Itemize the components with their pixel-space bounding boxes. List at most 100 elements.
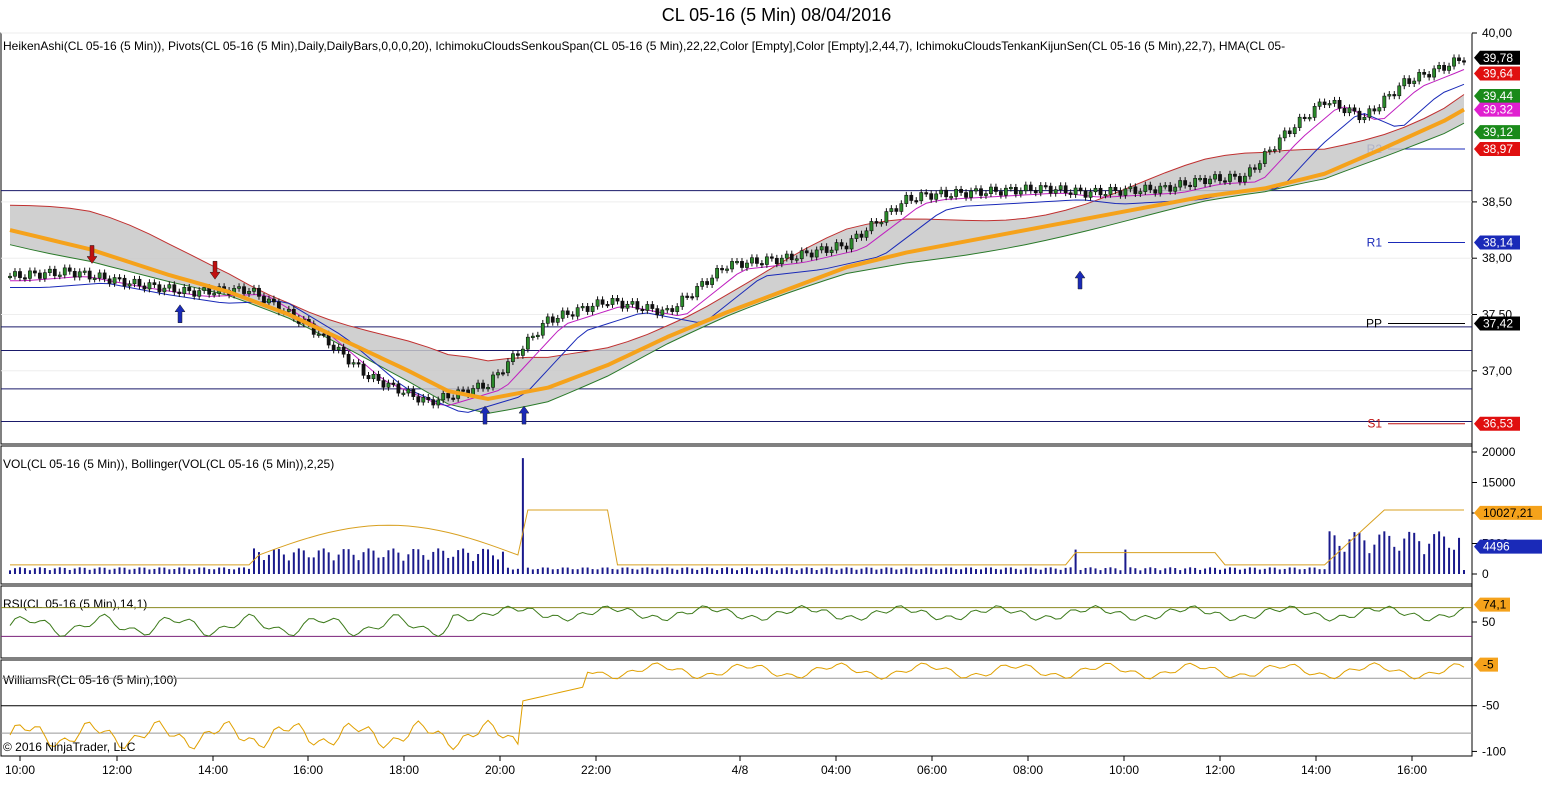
candle-body xyxy=(197,290,202,297)
candle-body xyxy=(665,308,670,311)
candle-body xyxy=(1013,187,1018,195)
price-label-box xyxy=(1474,125,1520,140)
signal-arrow-down xyxy=(209,260,221,280)
candle-body xyxy=(346,353,351,365)
candle-body xyxy=(177,291,182,294)
candle-body xyxy=(859,233,864,238)
candle-body xyxy=(351,362,356,365)
candle-body xyxy=(381,380,386,388)
candle-body xyxy=(779,257,784,265)
candle-body xyxy=(1033,190,1038,194)
hma-line xyxy=(9,107,1465,401)
price-label: 37,42 xyxy=(1483,317,1513,331)
y-tick-label: 50 xyxy=(1482,615,1496,629)
candle-body xyxy=(1387,94,1392,97)
x-tick-label: 16:00 xyxy=(293,763,323,777)
candle-body xyxy=(157,284,162,293)
candle-body xyxy=(1392,94,1397,97)
candle-body xyxy=(32,270,37,274)
candle-body xyxy=(336,346,341,351)
candle-body xyxy=(1118,190,1123,196)
candle-body xyxy=(1457,57,1461,61)
candle-body xyxy=(1098,187,1103,196)
candle-body xyxy=(13,271,17,277)
candle-body xyxy=(496,372,500,376)
ichimoku-cloud xyxy=(10,94,1464,414)
candle-body xyxy=(501,372,505,375)
candle-body xyxy=(142,285,147,290)
candle-body xyxy=(247,291,251,294)
candle-body xyxy=(844,245,849,250)
candle-body xyxy=(580,306,585,309)
candle-body xyxy=(366,375,371,380)
candle-body xyxy=(984,193,988,196)
candle-body xyxy=(421,397,426,403)
candle-body xyxy=(1008,187,1013,190)
x-tick-label: 06:00 xyxy=(917,763,947,777)
candle-body xyxy=(167,284,172,289)
candle-body xyxy=(486,387,490,390)
candle-body xyxy=(1193,178,1198,187)
candle-body xyxy=(1262,151,1267,164)
candle-body xyxy=(710,277,715,285)
volume-label-box xyxy=(1474,539,1542,554)
candle-body xyxy=(819,246,824,251)
price-label: 36,53 xyxy=(1483,417,1513,431)
candle-body xyxy=(262,296,266,304)
candle-body xyxy=(1208,178,1212,185)
candle-body xyxy=(1243,175,1247,183)
y-tick-label: 37,00 xyxy=(1482,364,1512,378)
candle-body xyxy=(1277,137,1282,150)
candle-body xyxy=(884,211,889,223)
x-tick-label: 14:00 xyxy=(1301,763,1331,777)
candle-body xyxy=(759,263,764,266)
candle-body xyxy=(316,333,321,336)
candle-body xyxy=(1422,72,1427,75)
candle-body xyxy=(570,314,575,317)
candle-body xyxy=(1073,187,1078,195)
candle-body xyxy=(1402,78,1407,87)
candle-body xyxy=(182,287,187,294)
candle-body xyxy=(47,268,52,273)
x-tick-label: 12:00 xyxy=(1205,763,1235,777)
signal-arrow-up xyxy=(518,405,530,425)
candle-body xyxy=(1252,167,1257,170)
candle-body xyxy=(660,309,665,316)
candle-body xyxy=(750,257,754,264)
candle-body xyxy=(600,299,605,305)
candle-body xyxy=(82,270,87,273)
candle-body xyxy=(137,278,142,287)
candle-body xyxy=(989,186,993,194)
price-label: 39,32 xyxy=(1483,103,1513,117)
candle-body xyxy=(1377,107,1382,112)
candle-body xyxy=(555,318,560,323)
candle-body xyxy=(396,383,401,394)
candle-body xyxy=(909,194,914,201)
candle-body xyxy=(1088,191,1093,198)
candle-body xyxy=(1023,184,1028,192)
candle-body xyxy=(730,261,734,270)
candle-body xyxy=(924,192,929,195)
candle-body xyxy=(102,272,107,280)
candle-body xyxy=(1362,117,1367,121)
volume-bars xyxy=(9,458,1465,574)
candle-body xyxy=(1367,108,1372,118)
candle-body xyxy=(814,249,819,258)
candle-body xyxy=(1307,117,1312,120)
candle-body xyxy=(506,361,510,374)
candle-body xyxy=(525,336,530,350)
candle-body xyxy=(1282,130,1287,139)
price-label: 39,44 xyxy=(1483,89,1513,103)
candle-body xyxy=(1317,101,1322,107)
williams-label-box xyxy=(1474,657,1498,672)
candle-body xyxy=(67,267,72,272)
candle-body xyxy=(1183,180,1188,186)
candle-body xyxy=(1432,68,1437,78)
candle-body xyxy=(1332,99,1337,104)
candle-body xyxy=(590,305,595,312)
candle-body xyxy=(1352,107,1357,112)
candle-body xyxy=(829,249,834,253)
candle-body xyxy=(1163,185,1168,188)
candle-body xyxy=(615,298,620,302)
candle-body xyxy=(1188,184,1193,188)
